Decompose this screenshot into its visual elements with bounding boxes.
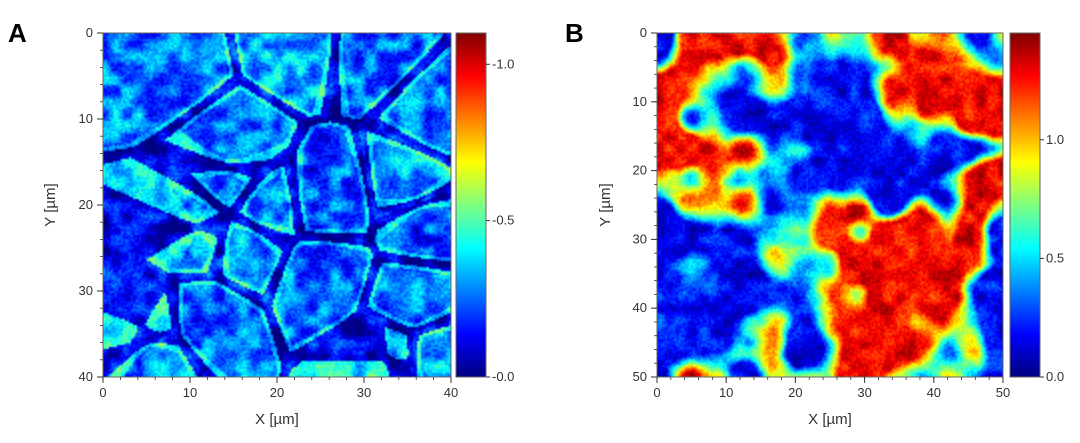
- colorbar-tick-label: -0.5: [492, 213, 514, 228]
- x-axis-label-a: X [µm]: [255, 411, 299, 428]
- y-axis-label-a: Y [µm]: [42, 183, 59, 226]
- y-axis-label-b: Y [µm]: [597, 183, 614, 226]
- axes-a: 0 10 20 30 40 0 10 20 30 40: [79, 25, 459, 400]
- x-tick-label: 10: [183, 385, 197, 400]
- x-tick-label: 20: [788, 385, 802, 400]
- x-tick-label: 30: [857, 385, 871, 400]
- x-tick-label: 10: [719, 385, 733, 400]
- panel-label-b: B: [565, 18, 584, 48]
- y-tick-label: 0: [86, 25, 93, 40]
- x-tick-label: 50: [996, 385, 1010, 400]
- y-tick-label: 20: [633, 163, 647, 178]
- y-tick-label: 40: [633, 300, 647, 315]
- colorbar-a: -0.0 -0.5 -1.0: [455, 32, 514, 384]
- heatmap-image-a: [103, 33, 451, 377]
- colorbar-ticks-b: 0.0 0.5 1.0: [1040, 132, 1064, 384]
- x-tick-label: 30: [357, 385, 371, 400]
- colorbar-tick-label: -0.0: [492, 369, 514, 384]
- colorbar-gradient-a: [455, 32, 487, 378]
- colorbar-b: 0.0 0.5 1.0: [1009, 32, 1064, 384]
- colorbar-tick-label: 1.0: [1046, 132, 1064, 147]
- plot-frame-b: [656, 32, 1004, 378]
- heatmap-a: [102, 32, 452, 378]
- colorbar-tick-label: 0.5: [1046, 250, 1064, 265]
- x-tick-label: 40: [927, 385, 941, 400]
- y-tick-label: 30: [79, 283, 93, 298]
- colorbar-tick-label: 0.0: [1046, 369, 1064, 384]
- x-axis-label-b: X [µm]: [808, 411, 852, 428]
- y-tick-label: 0: [640, 25, 647, 40]
- heatmap-b: [656, 32, 1004, 378]
- y-tick-label: 50: [633, 369, 647, 384]
- colorbar-ticks-a: -0.0 -0.5 -1.0: [486, 56, 514, 384]
- colorbar-tick-label: -1.0: [492, 56, 514, 71]
- y-tick-label: 40: [79, 369, 93, 384]
- panel-label-a: A: [8, 18, 27, 48]
- y-tick-label: 30: [633, 231, 647, 246]
- x-tick-label: 0: [99, 385, 106, 400]
- axes-b: 0 10 20 30 40 50 0 10 20 30 40 50: [633, 25, 1011, 400]
- colorbar-gradient-b: [1009, 32, 1041, 378]
- x-tick-label: 20: [270, 385, 284, 400]
- x-tick-label: 0: [653, 385, 660, 400]
- y-tick-label: 10: [633, 94, 647, 109]
- x-tick-label: 40: [444, 385, 458, 400]
- panel-b: B 0 10 20 30 40 50 0 10 20 30 40 50 X [µm] Y [µm] 0…: [565, 18, 1064, 428]
- heatmap-image-b: [657, 33, 1003, 377]
- y-tick-label: 10: [79, 111, 93, 126]
- y-tick-label: 20: [79, 197, 93, 212]
